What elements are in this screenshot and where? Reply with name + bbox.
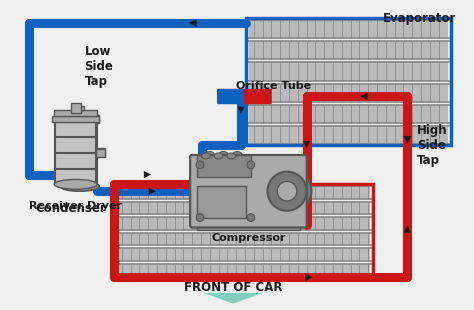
Circle shape bbox=[279, 180, 301, 202]
Bar bbox=[114, 184, 373, 277]
Bar bbox=[117, 202, 370, 214]
Bar bbox=[202, 186, 265, 220]
Circle shape bbox=[266, 161, 274, 169]
Bar bbox=[249, 41, 448, 60]
Polygon shape bbox=[204, 293, 263, 304]
Circle shape bbox=[277, 181, 297, 201]
Circle shape bbox=[266, 216, 274, 224]
Bar bbox=[202, 155, 285, 175]
Ellipse shape bbox=[232, 152, 242, 158]
Circle shape bbox=[196, 216, 204, 224]
Bar bbox=[62, 119, 97, 184]
Text: High
Side
Tap: High Side Tap bbox=[417, 124, 448, 167]
Text: Condenser: Condenser bbox=[36, 202, 106, 215]
Bar bbox=[71, 103, 81, 113]
Bar bbox=[54, 110, 97, 116]
Ellipse shape bbox=[219, 152, 228, 158]
Text: Receiver Dryer: Receiver Dryer bbox=[29, 201, 122, 211]
Text: FRONT OF CAR: FRONT OF CAR bbox=[184, 281, 283, 294]
Bar bbox=[97, 148, 105, 156]
Ellipse shape bbox=[205, 152, 215, 158]
Bar bbox=[96, 149, 105, 157]
Ellipse shape bbox=[214, 153, 223, 159]
Bar bbox=[197, 220, 300, 230]
Bar bbox=[76, 106, 83, 114]
Circle shape bbox=[196, 161, 204, 169]
Circle shape bbox=[286, 187, 294, 195]
Bar bbox=[197, 186, 246, 218]
Bar bbox=[246, 18, 451, 145]
Bar bbox=[249, 84, 448, 102]
Ellipse shape bbox=[60, 181, 99, 191]
Bar bbox=[197, 155, 251, 176]
FancyBboxPatch shape bbox=[190, 155, 307, 228]
Bar bbox=[117, 233, 370, 245]
Circle shape bbox=[196, 214, 204, 222]
Circle shape bbox=[268, 170, 311, 213]
Ellipse shape bbox=[201, 153, 210, 159]
Bar bbox=[249, 20, 448, 38]
Circle shape bbox=[247, 161, 255, 169]
Bar bbox=[117, 186, 370, 199]
Ellipse shape bbox=[227, 153, 236, 159]
Ellipse shape bbox=[54, 179, 97, 189]
Text: Orifice Tube: Orifice Tube bbox=[236, 81, 311, 91]
Bar bbox=[249, 105, 448, 123]
Bar bbox=[117, 217, 370, 230]
Text: Compressor: Compressor bbox=[212, 233, 286, 243]
Circle shape bbox=[247, 214, 255, 222]
Ellipse shape bbox=[60, 112, 99, 122]
Circle shape bbox=[196, 161, 204, 169]
FancyBboxPatch shape bbox=[190, 155, 307, 228]
Circle shape bbox=[267, 172, 307, 211]
Bar bbox=[117, 264, 370, 276]
Bar bbox=[52, 116, 99, 122]
Bar bbox=[117, 248, 370, 261]
Bar bbox=[55, 121, 96, 184]
Bar bbox=[249, 62, 448, 81]
Text: Low
Side
Tap: Low Side Tap bbox=[84, 46, 113, 88]
Text: Evaporator: Evaporator bbox=[383, 11, 456, 24]
Bar bbox=[249, 126, 448, 144]
Bar bbox=[60, 115, 99, 123]
